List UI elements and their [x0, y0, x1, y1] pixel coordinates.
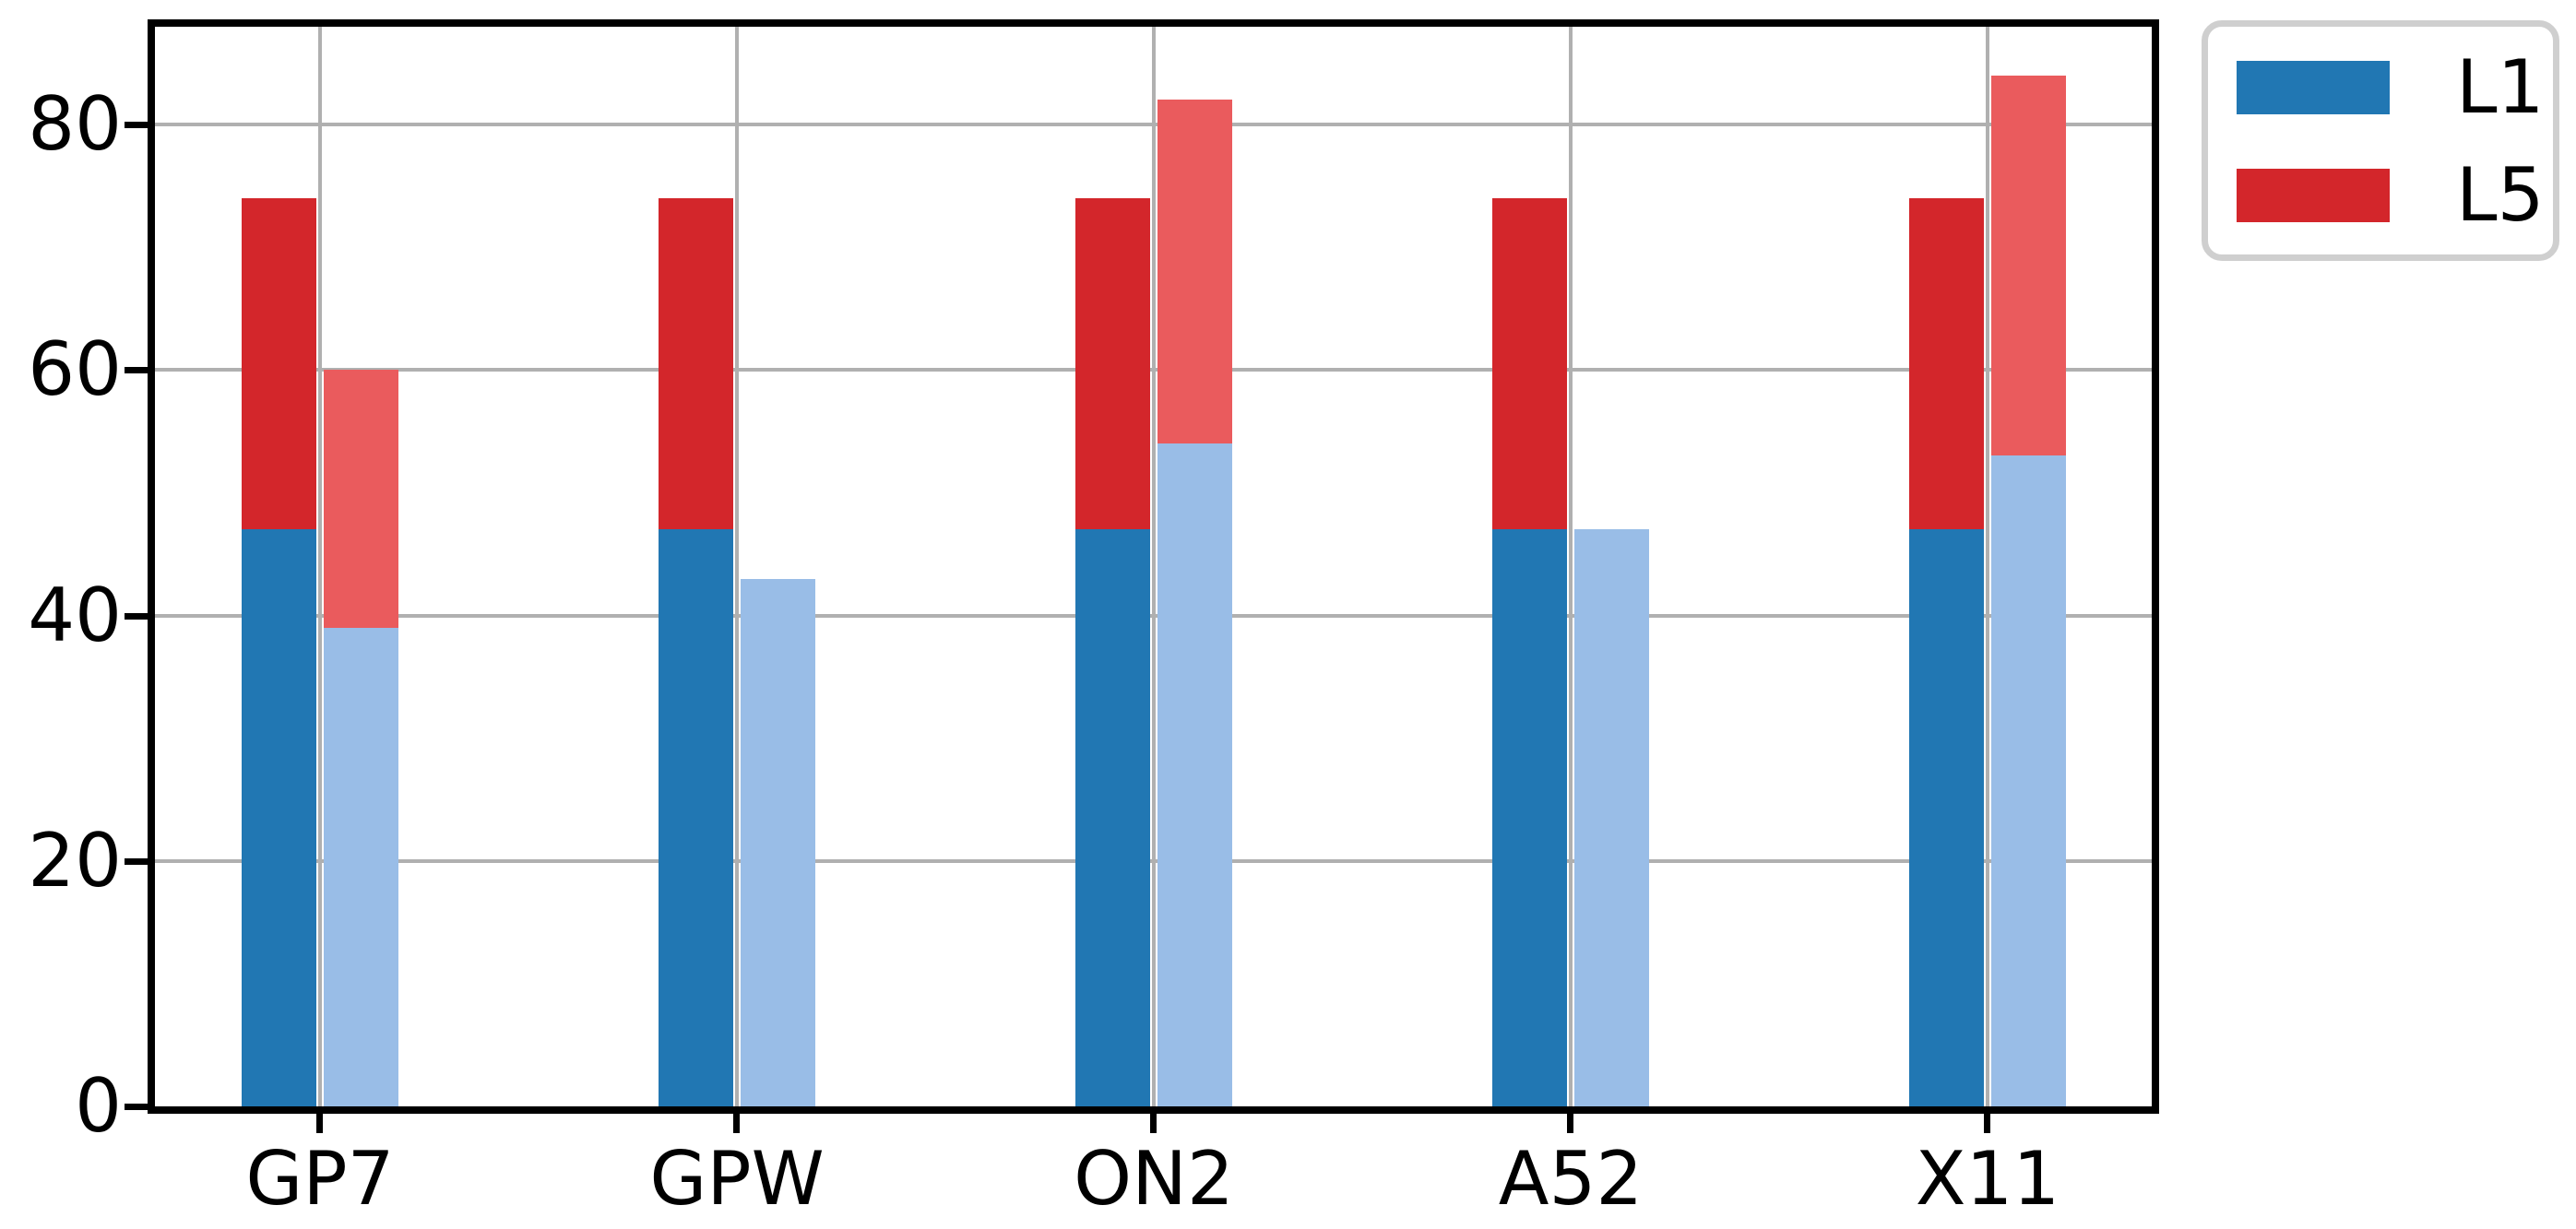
legend-swatch-l5	[2237, 169, 2390, 222]
legend-label-l5: L5	[2456, 152, 2545, 238]
x-axis-tick	[733, 1110, 740, 1133]
y-tick-label: 0	[75, 1063, 122, 1149]
bar-segment-l1-gpw	[659, 529, 733, 1110]
bar-segment-l5-on2	[1075, 197, 1150, 530]
bar-segment-l1-a52	[1574, 529, 1649, 1110]
x-gridline	[1152, 23, 1156, 1106]
bar-segment-l5-gp7	[242, 197, 316, 530]
y-tick-label: 20	[28, 817, 122, 904]
x-axis-tick	[1984, 1110, 1990, 1133]
bar-segment-l1-a52	[1492, 529, 1567, 1110]
x-tick-label: A52	[1498, 1136, 1644, 1222]
bar-segment-l1-on2	[1157, 443, 1232, 1110]
x-tick-label: ON2	[1074, 1136, 1234, 1222]
legend-label-l1: L1	[2456, 44, 2545, 130]
y-axis-tick	[125, 367, 148, 374]
legend-swatch-l1	[2237, 61, 2390, 114]
x-tick-label: GP7	[245, 1136, 395, 1222]
legend-entry-l1: L1	[2237, 44, 2545, 130]
legend-entry-l5: L5	[2237, 152, 2545, 238]
y-tick-label: 40	[28, 572, 122, 658]
bar-segment-l1-on2	[1075, 529, 1150, 1110]
bar-segment-l1-gp7	[324, 627, 398, 1110]
y-axis-tick	[125, 122, 148, 128]
x-axis-tick	[316, 1110, 323, 1133]
y-tick-label: 80	[28, 81, 122, 167]
bar-segment-l5-x11	[1991, 75, 2066, 456]
bar-segment-l5-gpw	[659, 197, 733, 530]
x-tick-label: X11	[1915, 1136, 2060, 1222]
x-axis-tick	[1567, 1110, 1573, 1133]
y-axis-tick	[125, 612, 148, 620]
y-axis-tick	[125, 857, 148, 865]
bar-segment-l1-x11	[1909, 529, 1984, 1110]
bar-segment-l5-on2	[1157, 100, 1232, 444]
x-gridline	[1986, 23, 1989, 1106]
x-gridline	[1569, 23, 1573, 1106]
legend: L1 L5	[2202, 20, 2559, 261]
x-tick-label: GPW	[649, 1136, 825, 1222]
bar-segment-l5-x11	[1909, 197, 1984, 530]
y-tick-label: 60	[28, 326, 122, 413]
bar-segment-l1-gp7	[242, 529, 316, 1110]
x-gridline	[735, 23, 739, 1106]
bar-segment-l5-a52	[1492, 197, 1567, 530]
x-axis-tick	[1150, 1110, 1157, 1133]
y-axis-tick	[125, 1104, 148, 1110]
bar-segment-l5-gp7	[324, 370, 398, 628]
bar-segment-l1-x11	[1991, 455, 2066, 1110]
x-gridline	[318, 23, 322, 1106]
bar-segment-l1-gpw	[741, 578, 815, 1110]
